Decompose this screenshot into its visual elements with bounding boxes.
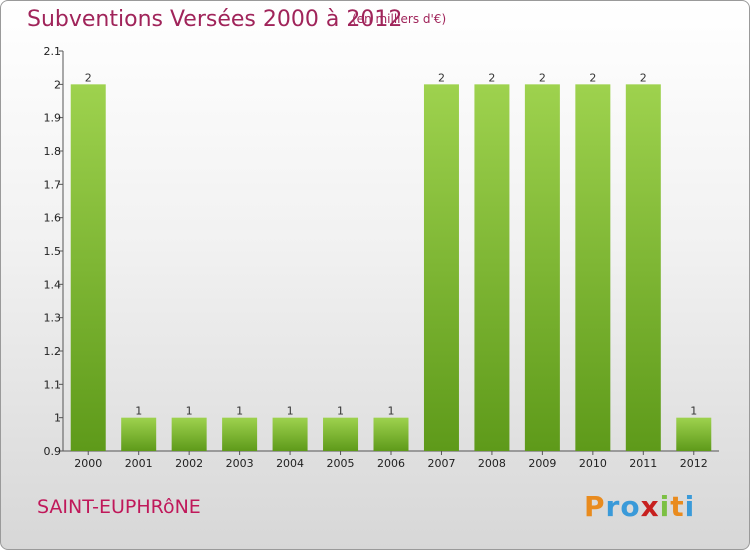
chart-axes: 0.9 1 1.1 1.2 1.3 1.4 1.5 1.6 1.7 1.8 1.9 2 2.1 [44,45,719,458]
x-tick-label: 2007 [427,457,455,470]
y-tick-label: 1.9 [44,112,62,125]
logo-letter: x [640,490,660,523]
y-tick-label: 1.3 [44,312,62,325]
y-tick-label: 1.6 [44,212,62,225]
x-tick-label: 2005 [327,457,355,470]
x-tick-label: 2001 [125,457,153,470]
data-label: 1 [186,405,193,418]
data-label: 2 [589,71,596,84]
x-tick-label: 2008 [478,457,506,470]
bar [323,417,359,451]
proxiti-logo[interactable]: Proxiti [584,490,695,523]
y-tick-label: 2 [54,78,61,91]
y-tick-label: 1 [54,412,61,425]
y-tick-label: 1.4 [44,278,62,291]
logo-letter: i [684,490,696,523]
bar [222,417,258,451]
chart-title: Subventions Versées 2000 à 2012 [27,7,403,32]
data-label: 2 [85,71,92,84]
x-tick-label: 2010 [579,457,607,470]
x-tick-label: 2012 [680,457,708,470]
bar [423,84,459,451]
logo-letter: P [584,490,606,523]
data-label: 2 [488,71,495,84]
data-label: 2 [539,71,546,84]
logo-letter: r [605,490,621,523]
data-label: 1 [287,405,294,418]
data-label: 2 [640,71,647,84]
chart-labels: 2000 2 2001 1 2002 1 2003 1 2004 1 2005 1 2006 1 2007 2… [74,71,708,470]
bar [625,84,661,451]
bar [676,417,712,451]
data-label: 2 [438,71,445,84]
y-tick-label: 1.8 [44,145,62,158]
y-tick-label: 1.2 [44,345,62,358]
data-label: 1 [135,405,142,418]
bar [575,84,611,451]
data-label: 1 [388,405,395,418]
x-tick-label: 2009 [528,457,556,470]
logo-letter: o [620,490,641,523]
bar [272,417,308,451]
x-tick-label: 2000 [74,457,102,470]
data-label: 1 [236,405,243,418]
data-label: 1 [337,405,344,418]
chart-unit-subtitle: (en milliers d'€) [352,12,447,26]
bar [121,417,157,451]
chart-bars [70,84,712,451]
data-label: 1 [690,405,697,418]
y-tick-label: 1.7 [44,178,62,191]
x-tick-label: 2011 [629,457,657,470]
x-tick-label: 2006 [377,457,405,470]
y-tick-label: 2.1 [44,45,62,58]
y-tick-label: 1.5 [44,245,62,258]
bar [373,417,409,451]
commune-name: SAINT-EUPHRôNE [37,496,201,518]
bar [474,84,510,451]
y-tick-label: 1.1 [44,378,62,391]
bar [70,84,106,451]
y-tick-label: 0.9 [44,445,62,458]
bar [524,84,560,451]
logo-letter: t [670,490,685,523]
logo-letter: i [659,490,671,523]
x-tick-label: 2002 [175,457,203,470]
bar [171,417,207,451]
x-tick-label: 2003 [226,457,254,470]
x-tick-label: 2004 [276,457,304,470]
